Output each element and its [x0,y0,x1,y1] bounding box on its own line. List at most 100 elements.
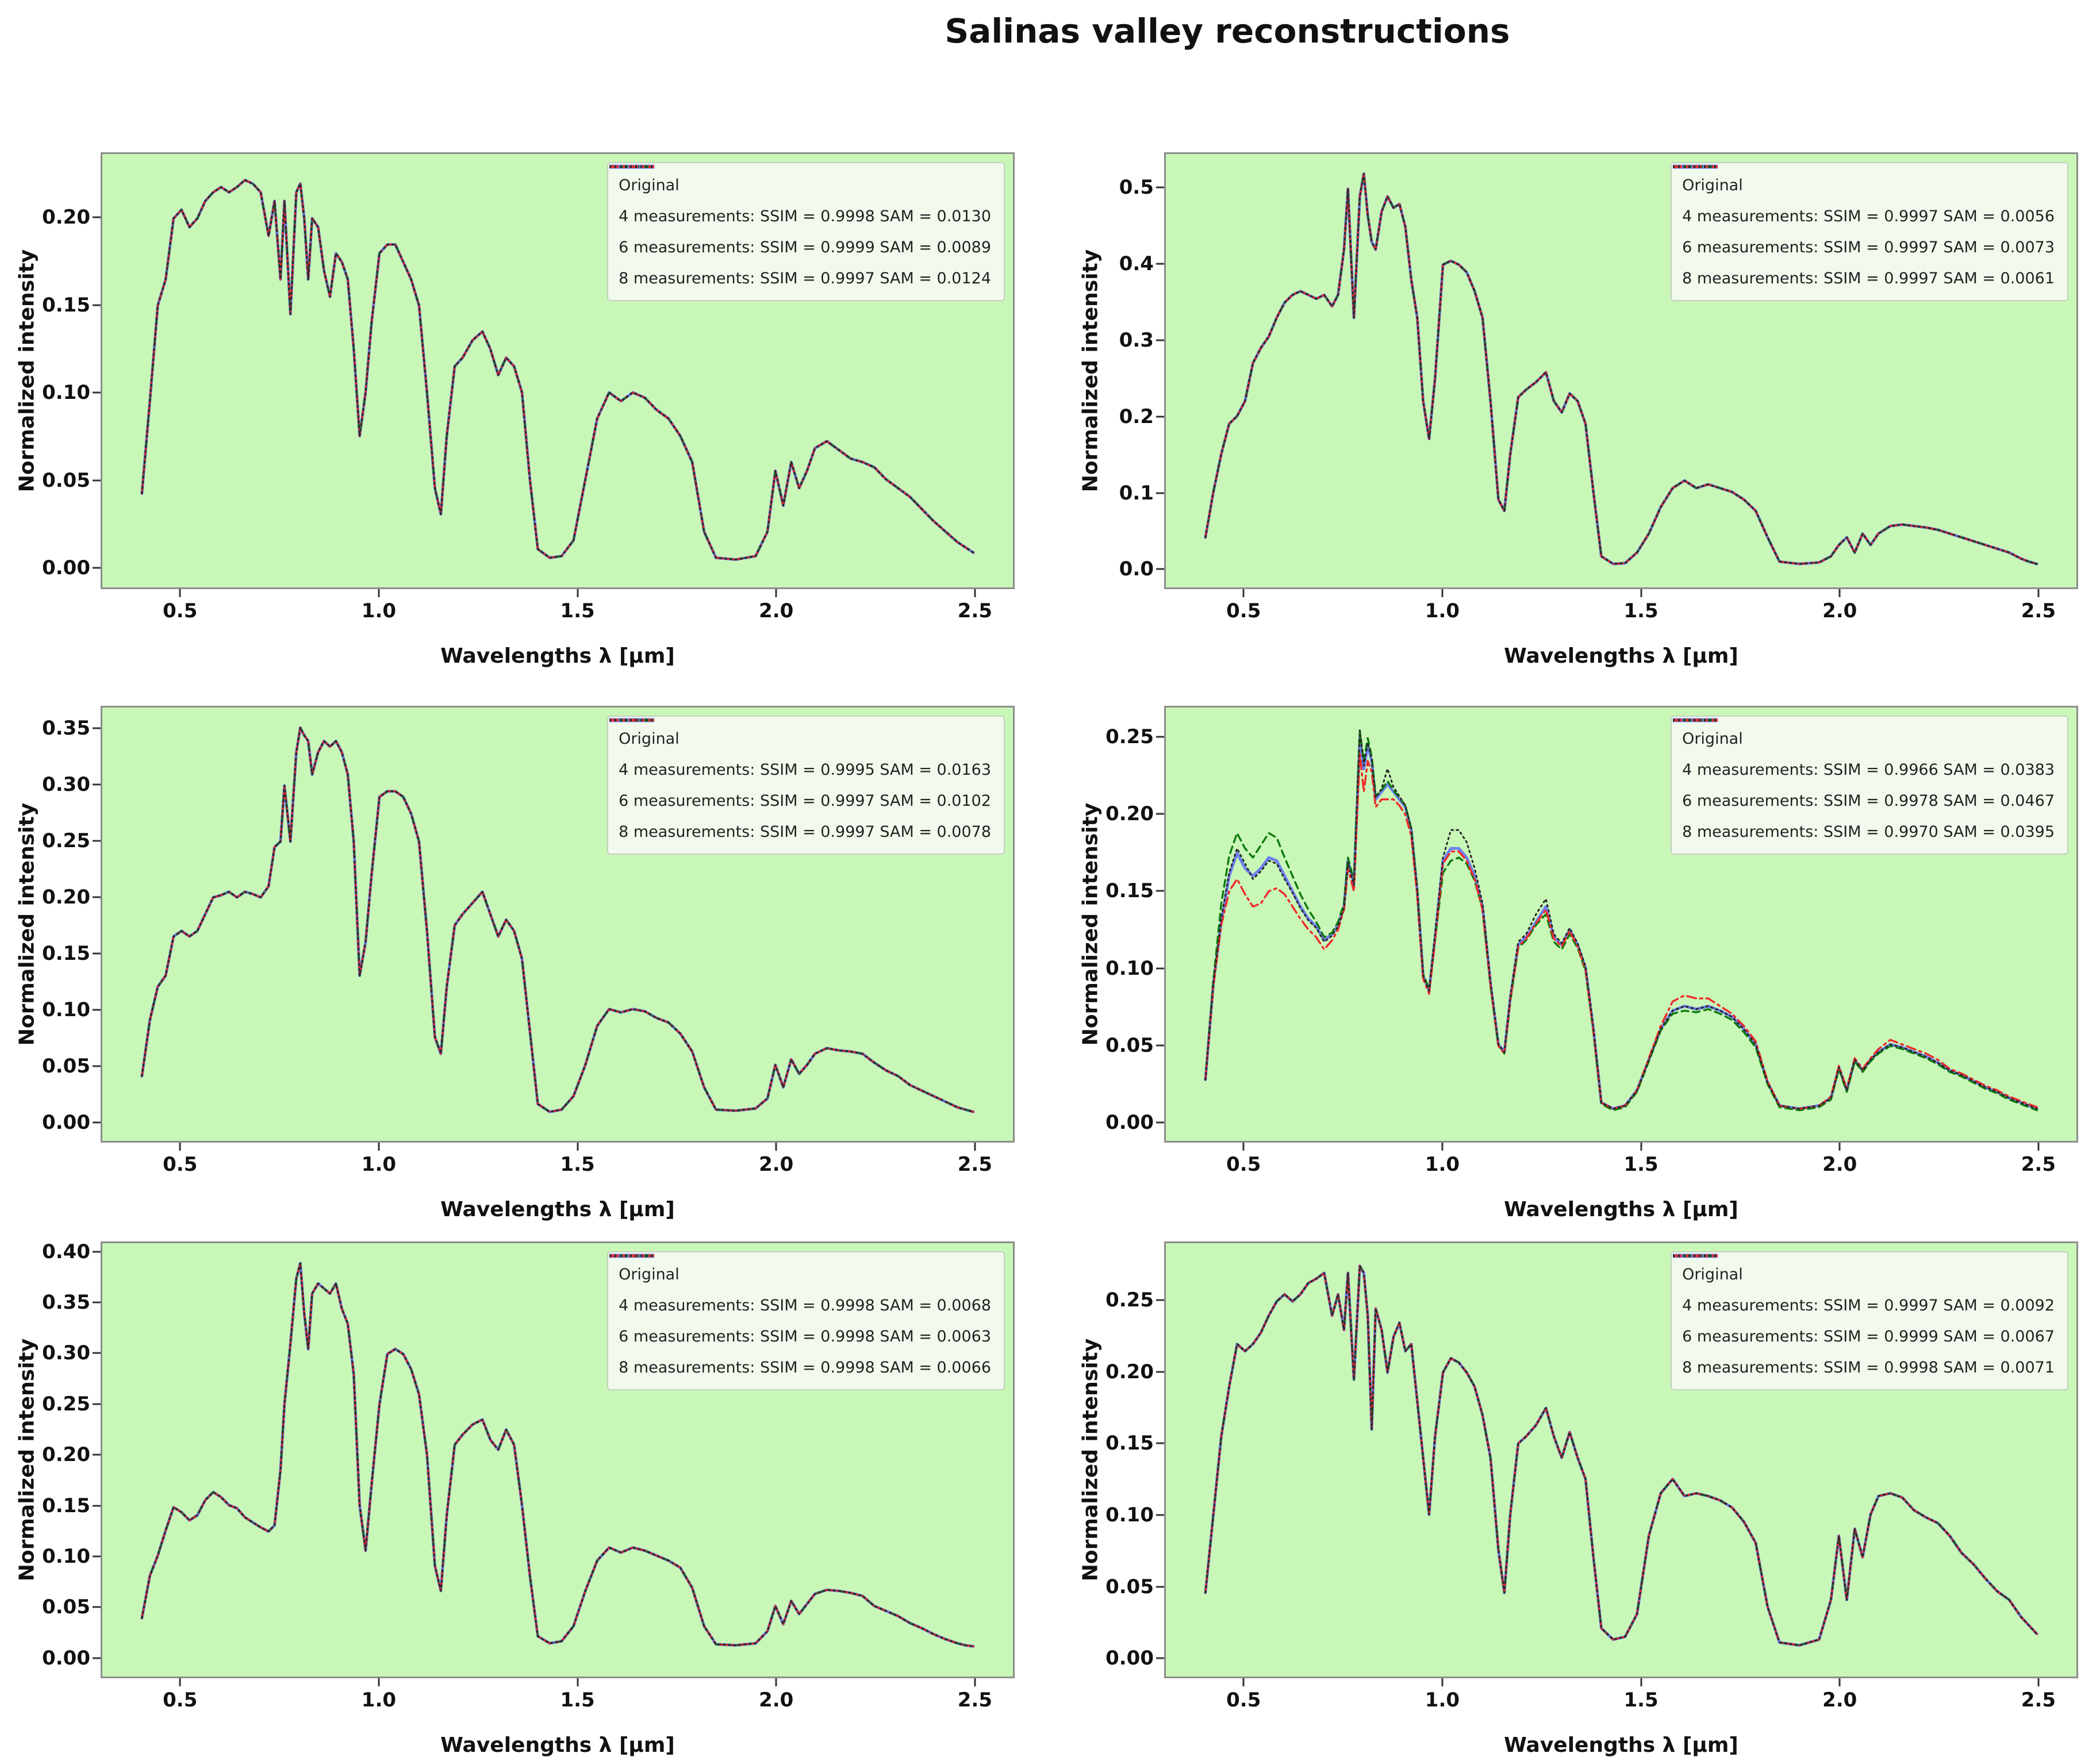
x-tick-label: 1.5 [560,599,595,622]
y-tick-label: 0.25 [42,829,90,853]
x-tick-label: 1.0 [361,1153,397,1176]
y-tick-mark [93,896,101,898]
y-tick-mark [1156,1371,1164,1373]
x-tick-mark [1242,1143,1245,1151]
y-tick-mark [93,840,101,842]
y-tick-label: 0.05 [42,468,90,492]
y-tick-label: 0.15 [1105,1432,1154,1455]
legend-entry-8-measurements: 8 measurements: SSIM = 0.9998 SAM = 0.00… [1673,1254,2055,1380]
x-tick-label: 1.5 [1623,599,1658,622]
x-axis-label: Wavelengths λ [μm] [1504,644,1738,668]
y-tick-mark [93,1352,101,1354]
y-tick-label: 0.20 [42,205,90,229]
x-tick-mark [2037,1143,2040,1151]
x-tick-label: 0.5 [1226,1153,1261,1176]
y-tick-mark [93,1657,101,1659]
x-tick-label: 2.5 [2021,1153,2056,1176]
x-tick-mark [577,589,579,597]
legend-label: 6 measurements: SSIM = 0.9978 SAM = 0.04… [1682,791,2055,810]
legend-entry-6-measurements: 6 measurements: SSIM = 0.9997 SAM = 0.01… [609,718,991,813]
legend-label: 8 measurements: SSIM = 0.9997 SAM = 0.01… [619,269,991,287]
legend-label: 4 measurements: SSIM = 0.9998 SAM = 0.00… [619,1296,991,1314]
x-tick-mark [179,1143,181,1151]
legend-label: Original [1682,1265,1743,1283]
legend-label: Original [619,1265,679,1283]
legend-label: 4 measurements: SSIM = 0.9997 SAM = 0.00… [1682,1296,2055,1314]
y-tick-mark [93,1251,101,1253]
legend-label: 4 measurements: SSIM = 0.9997 SAM = 0.00… [1682,207,2055,225]
x-axis-label: Wavelengths λ [μm] [440,1733,675,1757]
x-tick-label: 0.5 [163,599,198,622]
y-tick-mark [93,1301,101,1304]
legend-label: 8 measurements: SSIM = 0.9997 SAM = 0.00… [619,822,991,841]
legend-entry-4-measurements: 4 measurements: SSIM = 0.9998 SAM = 0.00… [609,1254,991,1318]
legend-entry-8-measurements: 8 measurements: SSIM = 0.9997 SAM = 0.00… [609,718,991,844]
y-tick-label: 0.35 [42,717,90,740]
y-tick-mark [93,216,101,218]
x-tick-mark [2037,1678,2040,1686]
x-tick-mark [1441,1143,1443,1151]
y-tick-mark [1156,1586,1164,1588]
y-tick-mark [1156,1121,1164,1124]
y-tick-label: 0.20 [1105,1360,1154,1383]
legend-label: 8 measurements: SSIM = 0.9997 SAM = 0.00… [1682,269,2055,287]
y-tick-mark [1156,1514,1164,1516]
x-tick-label: 2.0 [1822,1689,1857,1712]
plot-area: Original 4 measurements: SSIM = 0.9998 SA… [101,152,1015,589]
spectra-svg [1204,729,2038,1112]
x-tick-label: 2.0 [1822,1153,1857,1176]
x-tick-label: 2.0 [1822,599,1857,622]
y-tick-mark [1156,1044,1164,1047]
x-tick-mark [775,1143,777,1151]
legend-box: Original 4 measurements: SSIM = 0.9998 SA… [607,1251,1005,1390]
plot-area: Original 4 measurements: SSIM = 0.9966 SA… [1164,706,2078,1143]
x-tick-mark [1640,1678,1642,1686]
x-axis-label: Wavelengths λ [μm] [440,1198,675,1221]
x-tick-label: 1.0 [361,1689,397,1712]
y-tick-label: 0.15 [42,1494,90,1517]
x-tick-label: 0.5 [1226,1689,1261,1712]
x-tick-label: 1.5 [560,1153,595,1176]
legend-entry-8-measurements: 8 measurements: SSIM = 0.9970 SAM = 0.03… [1673,718,2055,844]
legend-label: 4 measurements: SSIM = 0.9966 SAM = 0.03… [1682,760,2055,779]
y-axis-label: Normalized intensity [15,802,39,1046]
legend-label: Original [619,729,679,748]
y-tick-mark [1156,736,1164,738]
x-tick-label: 2.0 [759,1153,794,1176]
x-tick-mark [179,589,181,597]
y-tick-label: 0.05 [1105,1575,1154,1598]
legend-box: Original 4 measurements: SSIM = 0.9997 SA… [1671,162,2068,301]
x-tick-label: 2.5 [2021,599,2056,622]
y-tick-mark [1156,1657,1164,1659]
series-line-8-measurements [1204,172,2038,565]
legend-line-sample [1673,165,1718,168]
y-tick-label: 0.10 [42,1544,90,1568]
series-line-4-measurements [1204,729,2038,1112]
x-tick-mark [1640,589,1642,597]
legend-label: 8 measurements: SSIM = 0.9998 SAM = 0.00… [1682,1358,2055,1377]
legend-box: Original 4 measurements: SSIM = 0.9995 SA… [607,716,1005,855]
y-tick-label: 0.00 [42,556,90,580]
y-tick-label: 0.25 [42,1392,90,1416]
y-tick-label: 0.2 [1119,405,1154,428]
legend-entry-8-measurements: 8 measurements: SSIM = 0.9998 SAM = 0.00… [609,1254,991,1380]
spectra-svg [140,178,975,562]
legend-label: Original [619,176,679,194]
legend-label: 6 measurements: SSIM = 0.9997 SAM = 0.01… [619,791,991,810]
y-tick-label: 0.10 [1105,1503,1154,1527]
spectra-svg [140,726,975,1113]
x-tick-label: 1.0 [1425,599,1460,622]
x-axis-label: Wavelengths λ [μm] [1504,1733,1738,1757]
y-tick-label: 0.20 [42,1443,90,1467]
y-tick-mark [1156,568,1164,570]
x-tick-mark [1838,1143,1841,1151]
x-tick-mark [974,1143,976,1151]
x-tick-label: 0.5 [163,1689,198,1712]
x-tick-mark [1838,589,1841,597]
y-tick-label: 0.00 [42,1646,90,1670]
legend-line-sample [609,165,655,168]
legend-label: 6 measurements: SSIM = 0.9998 SAM = 0.00… [619,1327,991,1345]
y-tick-mark [93,1065,101,1067]
plot-area: Original 4 measurements: SSIM = 0.9997 SA… [1164,152,2078,589]
